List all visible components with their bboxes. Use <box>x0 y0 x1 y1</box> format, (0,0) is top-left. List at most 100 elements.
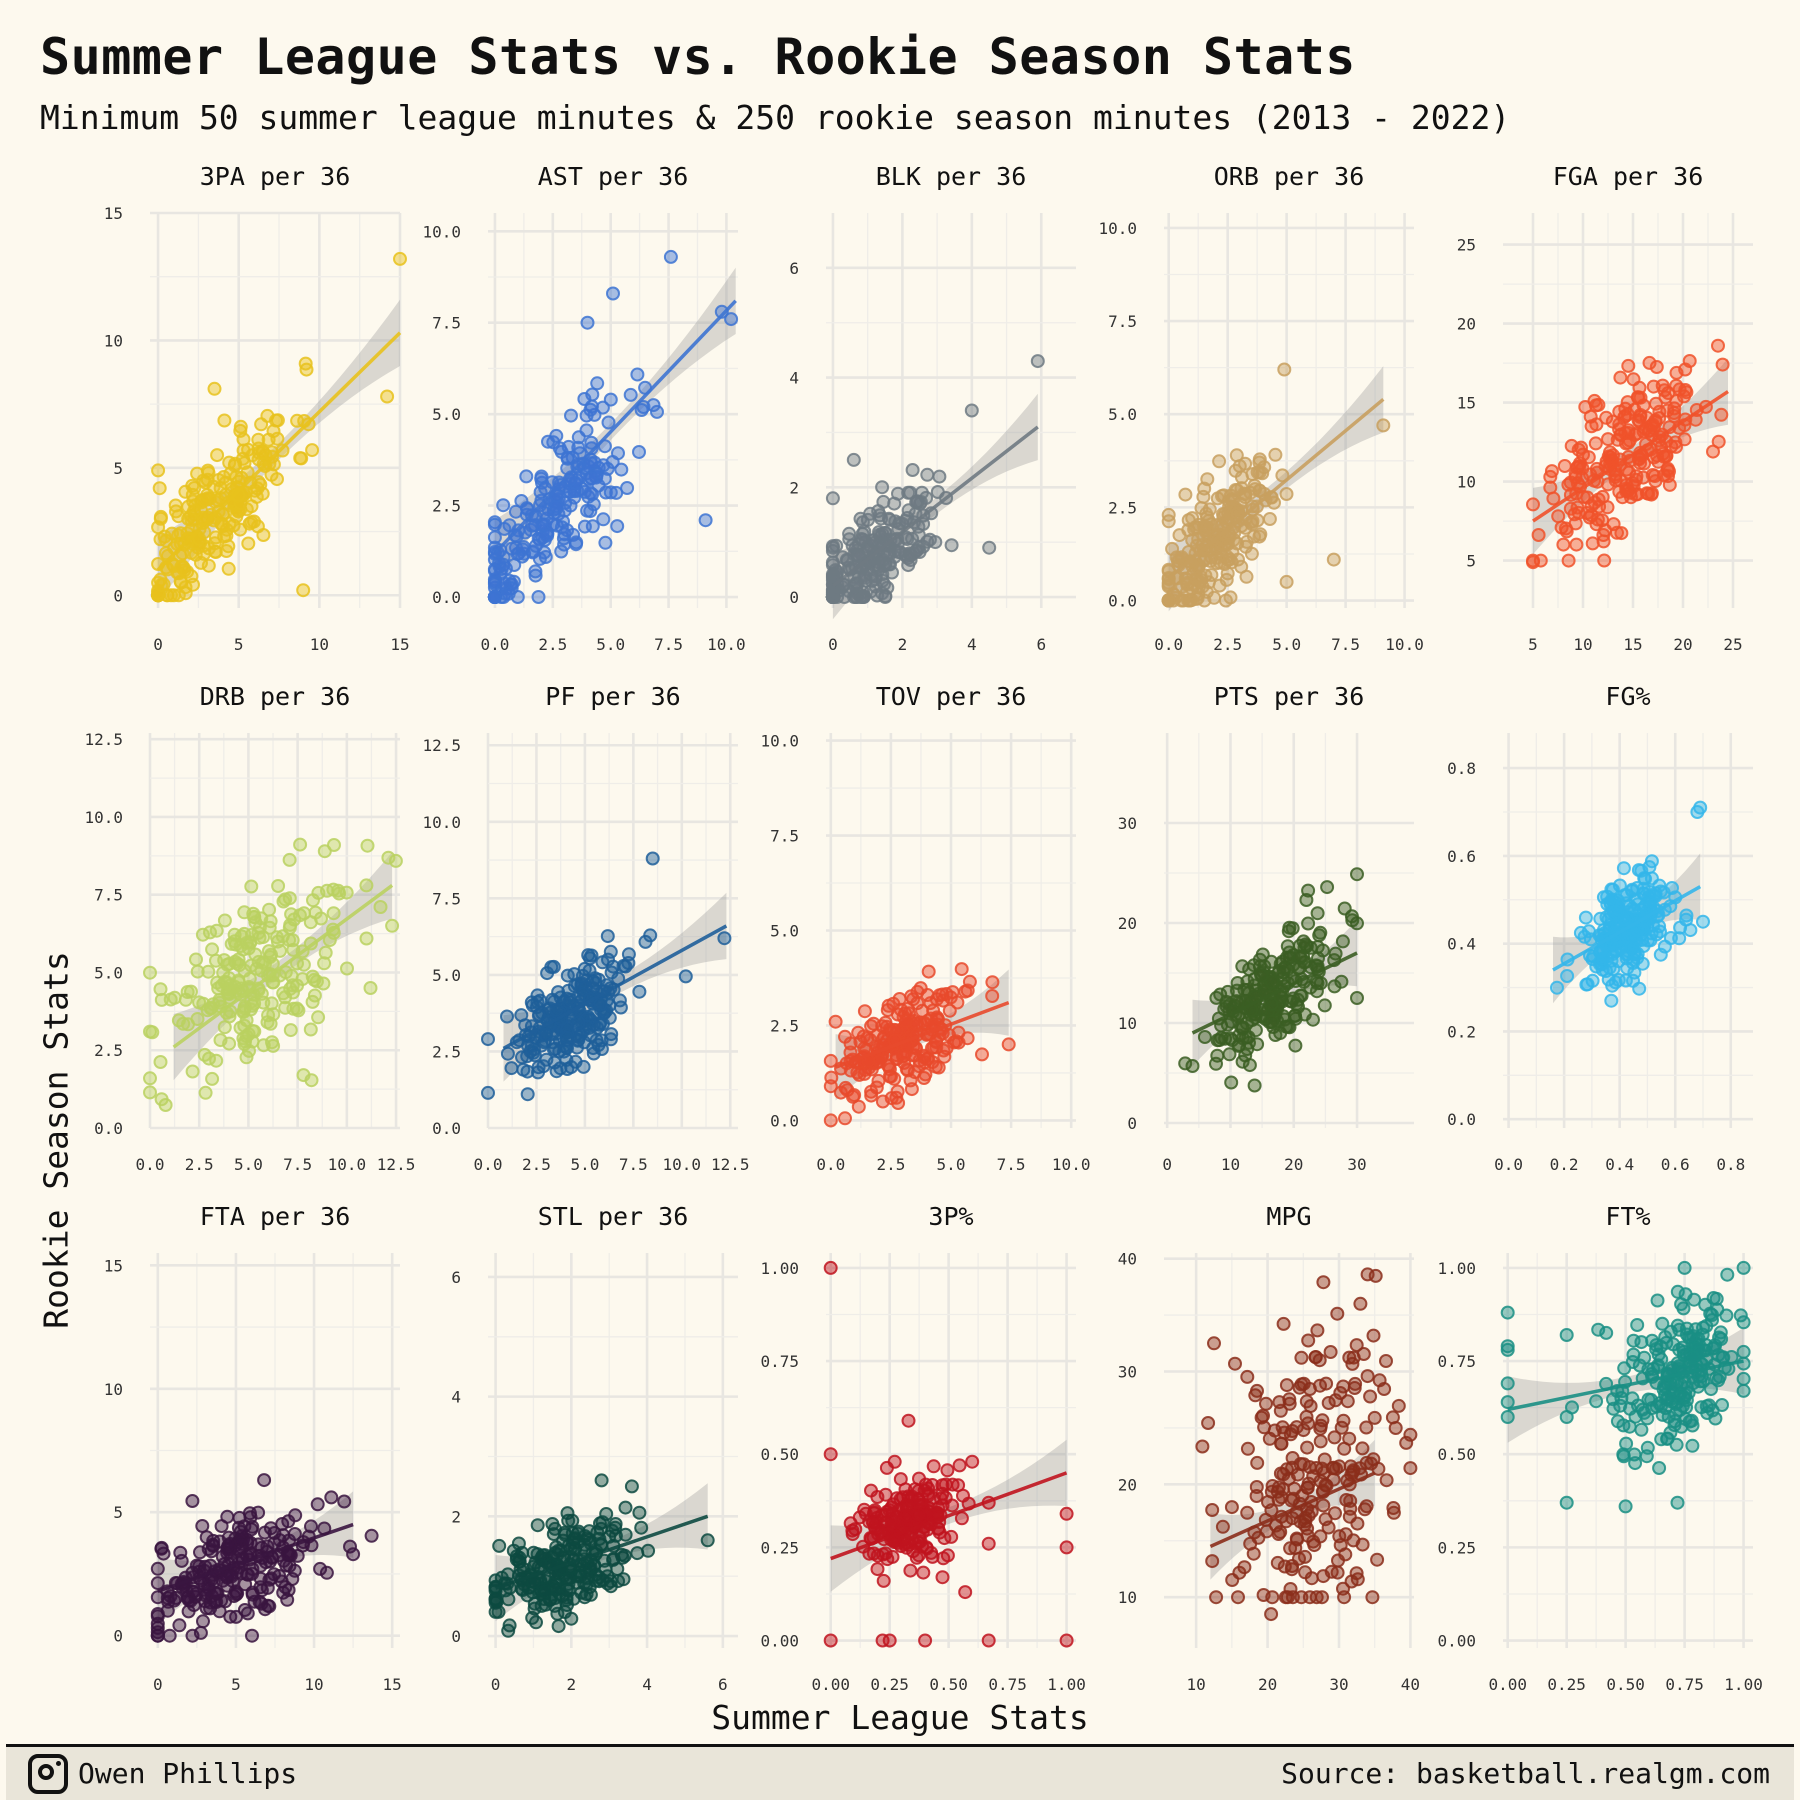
data-point <box>1059 1633 1074 1648</box>
data-point <box>525 1610 540 1625</box>
data-point <box>159 533 174 548</box>
data-point <box>1278 1590 1293 1605</box>
data-point <box>1622 1419 1637 1434</box>
data-point <box>385 918 400 933</box>
data-point <box>181 1017 195 1032</box>
data-point <box>1220 566 1235 581</box>
data-point <box>872 1054 887 1069</box>
data-point <box>638 934 653 949</box>
data-point <box>234 470 249 485</box>
x-tick-label: 0 <box>1162 1155 1172 1174</box>
data-point <box>528 568 543 583</box>
data-point <box>293 837 308 852</box>
data-point <box>270 431 285 446</box>
data-point <box>229 509 244 524</box>
data-point <box>1656 885 1671 900</box>
data-point <box>1349 1338 1364 1353</box>
y-axis-label: Rookie Season Stats <box>36 951 76 1329</box>
y-tick-label: 7.5 <box>432 889 461 908</box>
data-point <box>1644 871 1659 886</box>
data-point <box>1301 1333 1316 1348</box>
data-point <box>958 1585 973 1600</box>
data-point <box>1059 1506 1074 1521</box>
y-tick-label: 5 <box>113 459 123 478</box>
y-tick-label: 2.5 <box>432 1042 461 1061</box>
y-tick-label: 20 <box>1457 315 1476 334</box>
data-point <box>913 981 928 996</box>
data-point <box>163 992 178 1007</box>
data-point <box>1265 974 1280 989</box>
data-point <box>985 975 1000 990</box>
data-point <box>154 1092 169 1107</box>
data-point <box>583 402 598 417</box>
data-point <box>284 907 299 922</box>
y-tick-label: 7.5 <box>432 314 461 333</box>
data-point <box>1304 1571 1319 1586</box>
data-point <box>1577 929 1592 944</box>
data-point <box>915 1003 930 1018</box>
data-point <box>1399 1435 1414 1450</box>
data-point <box>872 508 887 523</box>
data-point <box>606 286 620 301</box>
data-point <box>571 1015 586 1030</box>
y-tick-label: 5.0 <box>432 405 461 424</box>
data-point <box>545 1517 560 1531</box>
data-point <box>1385 1410 1400 1425</box>
data-point <box>1327 1430 1342 1445</box>
data-point <box>838 1111 852 1126</box>
data-point <box>870 1490 885 1504</box>
data-point <box>909 495 924 510</box>
data-point <box>1714 407 1729 422</box>
data-point <box>583 1587 598 1602</box>
data-point <box>1209 1590 1224 1605</box>
data-point <box>290 413 305 428</box>
data-point <box>862 1546 877 1561</box>
data-point <box>610 1562 625 1576</box>
y-tick-label: 10.0 <box>422 813 461 832</box>
data-point <box>559 1592 574 1607</box>
data-point <box>601 952 615 967</box>
data-point <box>1222 1047 1237 1062</box>
data-point <box>1240 1441 1255 1456</box>
data-point <box>1633 390 1648 405</box>
data-point <box>910 543 924 558</box>
data-point <box>243 935 258 950</box>
data-point <box>612 993 627 1008</box>
x-tick-label: 0.2 <box>1550 1155 1579 1174</box>
data-point <box>1228 463 1243 478</box>
y-tick-label: 0.50 <box>760 1445 799 1464</box>
data-point <box>1224 1075 1239 1090</box>
y-tick-label: 0.0 <box>770 1111 799 1130</box>
data-point <box>589 1033 604 1048</box>
data-point <box>1219 549 1234 564</box>
data-point <box>257 1525 272 1540</box>
x-tick-label: 0.25 <box>870 1675 909 1694</box>
data-point <box>632 1505 647 1520</box>
data-point <box>852 549 867 564</box>
x-tick-label: 10.0 <box>707 635 746 654</box>
data-point <box>1360 1267 1375 1282</box>
data-point <box>928 1059 943 1074</box>
data-point <box>1661 469 1675 484</box>
data-point <box>528 538 543 553</box>
data-point <box>280 1592 295 1607</box>
data-point <box>1185 1059 1200 1073</box>
y-tick-label: 0.75 <box>760 1352 799 1371</box>
data-point <box>1306 1012 1320 1027</box>
data-point <box>911 527 926 542</box>
data-point <box>199 1586 214 1601</box>
x-tick-label: 10 <box>310 635 329 654</box>
data-point <box>1500 1305 1515 1320</box>
data-point <box>1264 1607 1279 1622</box>
data-point <box>205 1071 220 1086</box>
x-tick-label: 15 <box>383 1675 402 1694</box>
x-tick-label: 20 <box>1258 1675 1277 1694</box>
data-point <box>876 1573 891 1588</box>
data-point <box>1626 973 1640 988</box>
data-point <box>1559 1495 1574 1510</box>
data-point <box>217 913 232 928</box>
facet-title: TOV per 36 <box>876 682 1027 711</box>
data-point <box>905 463 920 477</box>
facet-2: 0 2 4 6 0 2 4 6 BLK per 36 <box>789 162 1076 654</box>
x-tick-label: 0 <box>153 635 163 654</box>
